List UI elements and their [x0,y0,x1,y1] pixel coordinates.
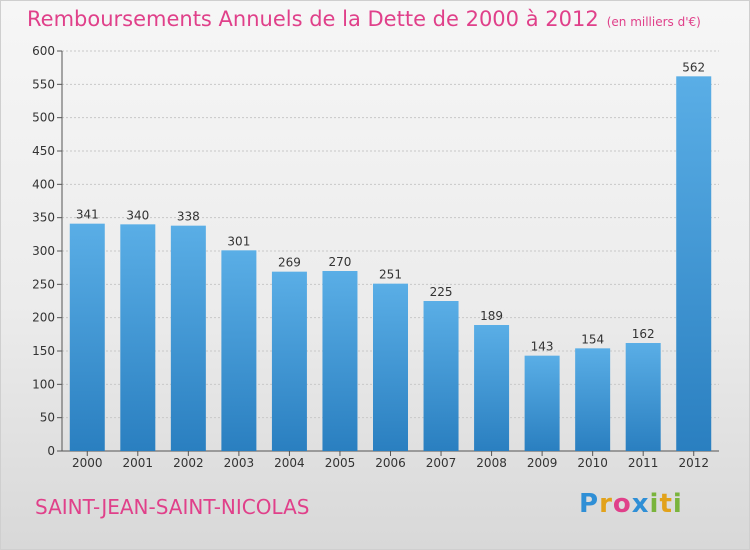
data-label: 225 [430,285,453,299]
data-label: 189 [480,309,503,323]
logo-letter: x [631,489,650,519]
logo-letter: o [612,489,632,519]
data-label: 154 [581,332,604,346]
y-tick-label: 450 [32,144,55,158]
chart-title: Remboursements Annuels de la Dette de 20… [27,7,701,31]
x-tick-label: 2000 [72,456,103,470]
bars [69,76,712,451]
data-label: 251 [379,268,402,282]
bar [524,355,560,451]
data-label: 270 [329,255,352,269]
y-tick-label: 100 [32,377,55,391]
x-tick-label: 2005 [325,456,356,470]
bar [120,224,156,451]
y-tick-label: 550 [32,77,55,91]
data-label: 269 [278,256,301,270]
bar [575,348,611,451]
data-label: 301 [227,234,250,248]
data-label: 338 [177,210,200,224]
logo-letter: i [649,489,660,519]
x-tick-label: 2012 [678,456,709,470]
y-tick-label: 600 [32,44,55,58]
y-tick-label: 300 [32,244,55,258]
axes: 0 50 100 150 200 250 300 350 400 450 500 550 600 2000… [32,44,719,470]
y-tick-label: 350 [32,211,55,225]
x-tick-label: 2006 [375,456,406,470]
bar [221,250,257,451]
y-tick-label: 200 [32,311,55,325]
bar [373,283,408,451]
data-label: 340 [126,208,149,222]
bar [271,271,307,451]
data-label: 162 [632,327,655,341]
proxiti-logo: Proxiti [579,489,683,519]
bar [69,223,105,451]
title-text: Remboursements Annuels de la Dette de 20… [27,7,599,31]
y-tick-label: 500 [32,111,55,125]
x-tick-label: 2003 [224,456,255,470]
logo-letter: P [579,489,600,519]
y-tick-label: 150 [32,344,55,358]
x-tick-label: 2004 [274,456,305,470]
data-label: 143 [531,340,554,354]
x-tick-label: 2008 [476,456,507,470]
x-tick-label: 2009 [527,456,558,470]
unit-label: (en milliers d'€) [606,15,701,29]
y-tick-label: 0 [47,444,55,458]
bar [423,301,459,451]
data-labels: 341 340 338 301 269 270 251 225 189 143 154 162 562 [76,60,705,353]
x-tick-label: 2007 [426,456,457,470]
data-label: 341 [76,208,99,222]
x-tick-label: 2011 [628,456,659,470]
y-tick-label: 50 [40,411,55,425]
bar [676,76,712,451]
y-tick-label: 400 [32,177,55,191]
data-label: 562 [682,60,705,74]
bar [170,225,206,451]
logo-letter: i [672,489,683,519]
y-tick-label: 250 [32,277,55,291]
logo-letter: t [659,489,673,519]
commune-name: SAINT-JEAN-SAINT-NICOLAS [35,495,310,519]
x-tick-label: 2010 [577,456,608,470]
bar [474,325,510,451]
x-tick-label: 2001 [123,456,154,470]
logo-letter: r [599,489,613,519]
x-tick-label: 2002 [173,456,204,470]
bar [322,271,358,451]
bar [625,343,661,451]
